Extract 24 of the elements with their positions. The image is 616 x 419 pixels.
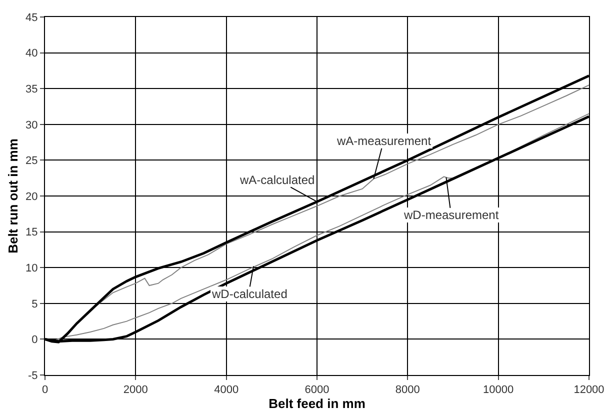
x-axis-title: Belt feed in mm <box>268 396 366 412</box>
x-tick-label: 2000 <box>123 384 148 396</box>
annotation: wA-measurement <box>336 134 432 148</box>
annotation: wA-calculated <box>239 173 315 187</box>
x-tick-label: 10000 <box>483 384 514 396</box>
x-tick-label: 0 <box>42 384 48 396</box>
annotation: wD-calculated <box>211 287 288 301</box>
y-tick-label: 15 <box>26 226 38 239</box>
x-tick-label: 4000 <box>214 384 239 396</box>
annotation: wD-measurement <box>403 208 500 222</box>
x-tick-label: 12000 <box>574 384 604 396</box>
y-tick-label: 10 <box>26 262 38 274</box>
y-tick-label: 30 <box>26 119 38 132</box>
x-tick-label: 6000 <box>304 384 330 396</box>
y-tick-label: 20 <box>26 190 38 203</box>
y-tick-label: 35 <box>26 83 38 96</box>
y-axis-title: Belt run out in mm <box>6 138 20 254</box>
x-tick-label: 8000 <box>395 384 420 396</box>
y-tick-label: 45 <box>26 12 38 24</box>
y-tick-label: 25 <box>26 155 38 168</box>
y-tick-label: -5 <box>28 370 38 382</box>
y-tick-label: 0 <box>32 334 38 346</box>
y-tick-label: 40 <box>26 48 38 60</box>
y-tick-label: 5 <box>32 298 38 310</box>
